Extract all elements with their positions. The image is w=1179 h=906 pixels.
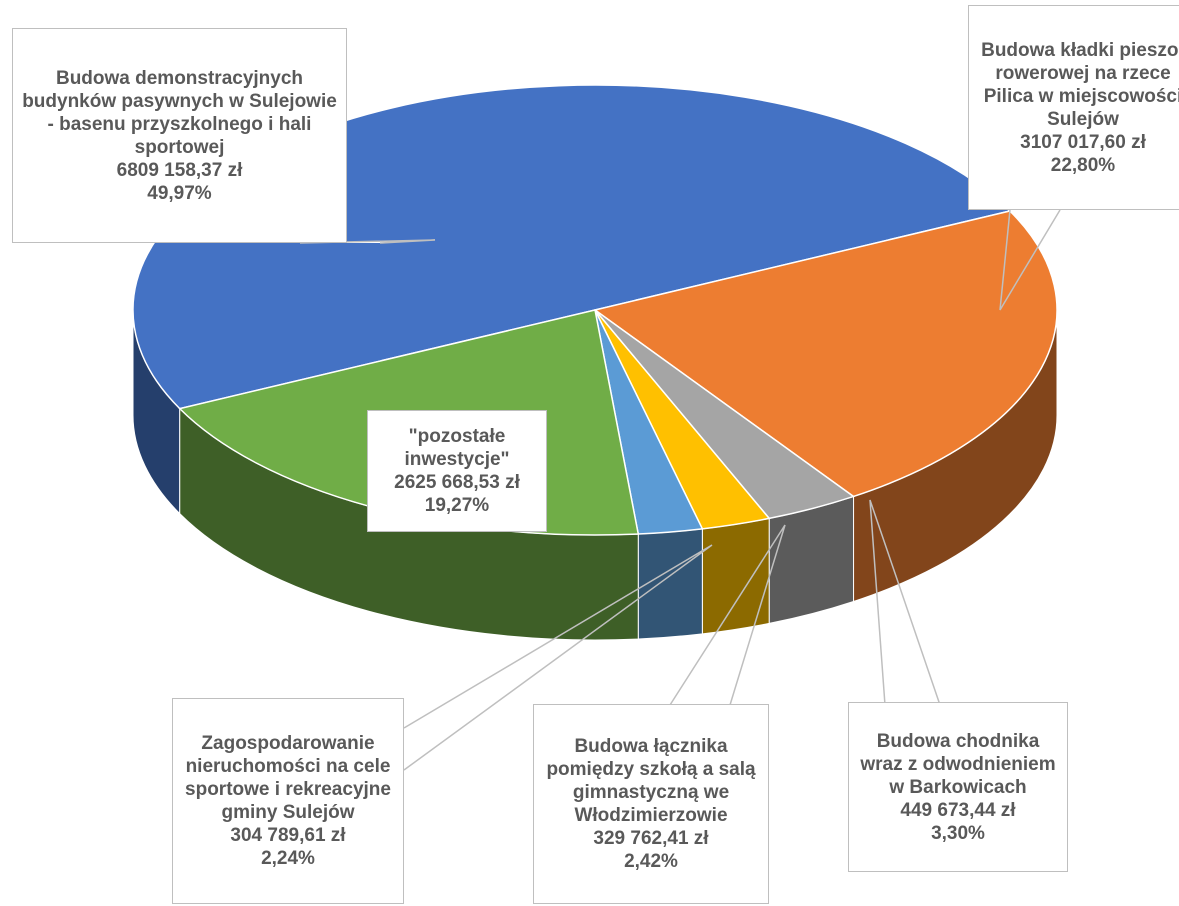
label-category: "pozostałe inwestycje" <box>404 426 510 470</box>
label-amount: 6809 158,37 zł <box>116 159 243 181</box>
data-label: Budowa chodnika wraz z odwodnieniem w Ba… <box>848 702 1068 872</box>
label-category: Budowa demonstracyjnych budynków pasywny… <box>22 67 337 158</box>
label-percent: 2,42% <box>624 851 678 872</box>
slice-side <box>701 517 770 635</box>
label-amount: 304 789,61 zł <box>230 825 346 846</box>
leader-lines <box>299 209 1061 771</box>
label-percent: 49,97% <box>147 182 212 204</box>
slice <box>593 210 1058 498</box>
data-label: Budowa kładki pieszo-rowerowej na rzece … <box>968 5 1179 210</box>
label-percent: 22,80% <box>1050 154 1116 176</box>
label-amount: 2625 668,53 zł <box>394 472 520 493</box>
label-category: Budowa kładki pieszo-rowerowej na rzece … <box>981 39 1179 130</box>
data-label: Budowa łącznika pomiędzy szkołą a salą g… <box>533 704 769 904</box>
label-category: Zagospodarowanie nieruchomości na cele s… <box>185 733 391 823</box>
label-amount: 329 762,41 zł <box>593 828 709 849</box>
label-amount: 3107 017,60 zł <box>1020 131 1146 153</box>
leader-line <box>669 524 786 706</box>
leader-line <box>999 209 1061 311</box>
label-category: Budowa łącznika pomiędzy szkołą a salą g… <box>546 736 756 826</box>
leader-line <box>869 499 941 706</box>
data-label: Budowa demonstracyjnych budynków pasywny… <box>12 28 347 243</box>
data-label: Zagospodarowanie nieruchomości na cele s… <box>172 698 404 904</box>
label-percent: 3,30% <box>931 822 985 844</box>
label-amount: 449 673,44 zł <box>900 799 1016 821</box>
leader-line <box>403 544 713 771</box>
label-category: Budowa chodnika wraz z odwodnieniem w Ba… <box>860 730 1056 798</box>
label-percent: 19,27% <box>424 495 490 516</box>
label-percent: 2,24% <box>261 848 315 869</box>
slice <box>132 84 1012 410</box>
data-label: "pozostałe inwestycje" 2625 668,53 zł 19,2… <box>367 410 547 532</box>
